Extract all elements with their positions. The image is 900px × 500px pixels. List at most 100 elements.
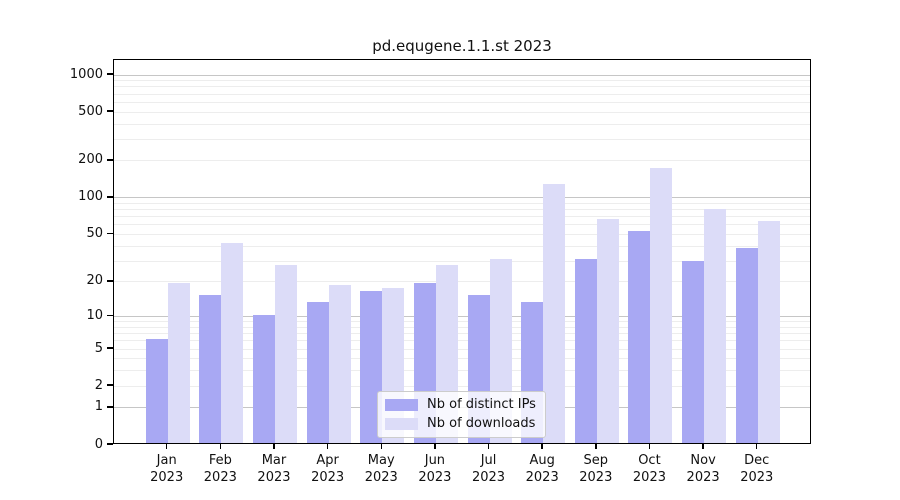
legend-swatch-distinct-ips-icon — [385, 399, 418, 411]
y-tick-mark-50 — [107, 232, 113, 235]
minor-gridline-4 — [114, 358, 810, 360]
legend-label-downloads: Nb of downloads — [427, 416, 536, 431]
bar-downloads-mar — [274, 264, 297, 443]
y-tick-mark-200 — [107, 159, 113, 161]
y-tick-label-10: 10 — [86, 308, 103, 324]
y-tick-label-1000: 1000 — [69, 66, 103, 82]
bar-distinct-ips-may — [360, 291, 383, 443]
bar-distinct-ips-mar — [252, 314, 275, 443]
bar-downloads-apr — [328, 285, 351, 443]
minor-gridline-6 — [114, 340, 810, 342]
bar-downloads-feb — [221, 242, 244, 443]
x-tick-mark-jun — [434, 444, 436, 449]
legend-swatch-downloads-icon — [385, 418, 418, 430]
chart-title: pd.equgene.1.1.st 2023 — [372, 37, 552, 55]
y-tick-label-5: 5 — [94, 340, 103, 356]
major-gridline-100 — [114, 197, 810, 199]
y-tick-label-2: 2 — [94, 377, 103, 393]
bar-distinct-ips-sep — [574, 259, 597, 443]
minor-gridline-5 — [114, 348, 810, 350]
x-tick-label-oct: Oct 2023 — [632, 453, 666, 485]
minor-gridline-8 — [114, 326, 810, 328]
x-tick-mark-feb — [219, 444, 222, 449]
y-tick-mark-10 — [107, 314, 113, 317]
minor-gridline-40 — [114, 245, 810, 247]
bar-downloads-dec — [757, 221, 780, 443]
plot-area: Nb of distinct IPs Nb of downloads — [113, 59, 811, 444]
minor-gridline-300 — [114, 138, 810, 140]
x-tick-label-sep: Sep 2023 — [579, 453, 613, 485]
y-tick-mark-5 — [107, 347, 113, 349]
y-tick-label-0: 0 — [94, 436, 103, 452]
legend-entry-downloads: Nb of downloads — [385, 417, 536, 431]
minor-gridline-7 — [114, 333, 810, 335]
bar-downloads-sep — [596, 218, 619, 443]
minor-gridline-9 — [114, 321, 810, 323]
minor-gridline-500 — [114, 111, 810, 113]
y-tick-label-500: 500 — [78, 103, 103, 119]
minor-gridline-400 — [114, 123, 810, 125]
x-tick-label-nov: Nov 2023 — [686, 453, 720, 485]
y-tick-mark-100 — [107, 196, 113, 198]
legend-label-distinct-ips: Nb of distinct IPs — [427, 397, 536, 412]
major-gridline-1000 — [114, 74, 810, 76]
x-tick-mark-jan — [165, 444, 168, 449]
x-tick-label-may: May 2023 — [364, 453, 398, 485]
x-tick-label-apr: Apr 2023 — [311, 453, 345, 485]
minor-gridline-70 — [114, 216, 810, 218]
minor-gridline-20 — [114, 281, 810, 283]
bar-distinct-ips-dec — [735, 248, 758, 443]
legend-entry-distinct-ips: Nb of distinct IPs — [385, 398, 536, 412]
y-tick-mark-1000 — [107, 73, 113, 75]
x-tick-label-jul: Jul 2023 — [471, 453, 506, 485]
y-tick-label-20: 20 — [86, 273, 103, 289]
bar-distinct-ips-feb — [199, 294, 222, 443]
x-tick-mark-mar — [273, 444, 275, 449]
y-tick-label-1: 1 — [94, 399, 103, 415]
y-tick-label-200: 200 — [78, 152, 103, 168]
x-tick-mark-dec — [755, 444, 758, 449]
bar-downloads-aug — [543, 184, 566, 443]
bar-distinct-ips-jan — [145, 338, 168, 443]
x-tick-mark-apr — [326, 444, 329, 449]
bar-distinct-ips-nov — [682, 260, 705, 443]
y-tick-mark-0 — [107, 443, 113, 445]
x-tick-label-feb: Feb 2023 — [203, 453, 237, 485]
x-tick-mark-nov — [702, 444, 704, 449]
minor-gridline-80 — [114, 209, 810, 211]
minor-gridline-3 — [114, 370, 810, 372]
minor-gridline-900 — [114, 80, 810, 82]
x-tick-label-jun: Jun 2023 — [418, 453, 452, 485]
x-tick-label-dec: Dec 2023 — [740, 453, 774, 485]
x-tick-mark-aug — [541, 444, 543, 449]
y-tick-mark-2 — [107, 384, 113, 386]
minor-gridline-200 — [114, 160, 810, 162]
x-tick-mark-may — [380, 444, 382, 449]
minor-gridline-90 — [114, 202, 810, 204]
y-tick-label-100: 100 — [78, 189, 103, 205]
minor-gridline-2 — [114, 385, 810, 387]
minor-gridline-700 — [114, 93, 810, 95]
bar-downloads-jan — [167, 282, 190, 443]
minor-gridline-30 — [114, 260, 810, 262]
x-tick-label-mar: Mar 2023 — [257, 453, 291, 485]
legend: Nb of distinct IPs Nb of downloads — [377, 391, 546, 438]
minor-gridline-60 — [114, 224, 810, 226]
y-tick-mark-500 — [107, 110, 113, 112]
x-tick-mark-jul — [487, 444, 490, 449]
y-tick-mark-20 — [107, 280, 113, 282]
bar-downloads-nov — [704, 209, 727, 443]
x-tick-mark-sep — [595, 444, 597, 449]
minor-gridline-600 — [114, 101, 810, 103]
major-gridline-10 — [114, 316, 810, 318]
x-tick-mark-oct — [648, 444, 651, 449]
x-tick-label-aug: Aug 2023 — [525, 453, 559, 485]
y-tick-label-50: 50 — [86, 225, 103, 241]
minor-gridline-800 — [114, 86, 810, 88]
minor-gridline-50 — [114, 233, 810, 235]
bar-downloads-oct — [650, 167, 673, 443]
y-tick-mark-1 — [107, 406, 113, 408]
x-tick-label-jan: Jan 2023 — [150, 453, 184, 485]
bar-distinct-ips-apr — [306, 301, 329, 443]
